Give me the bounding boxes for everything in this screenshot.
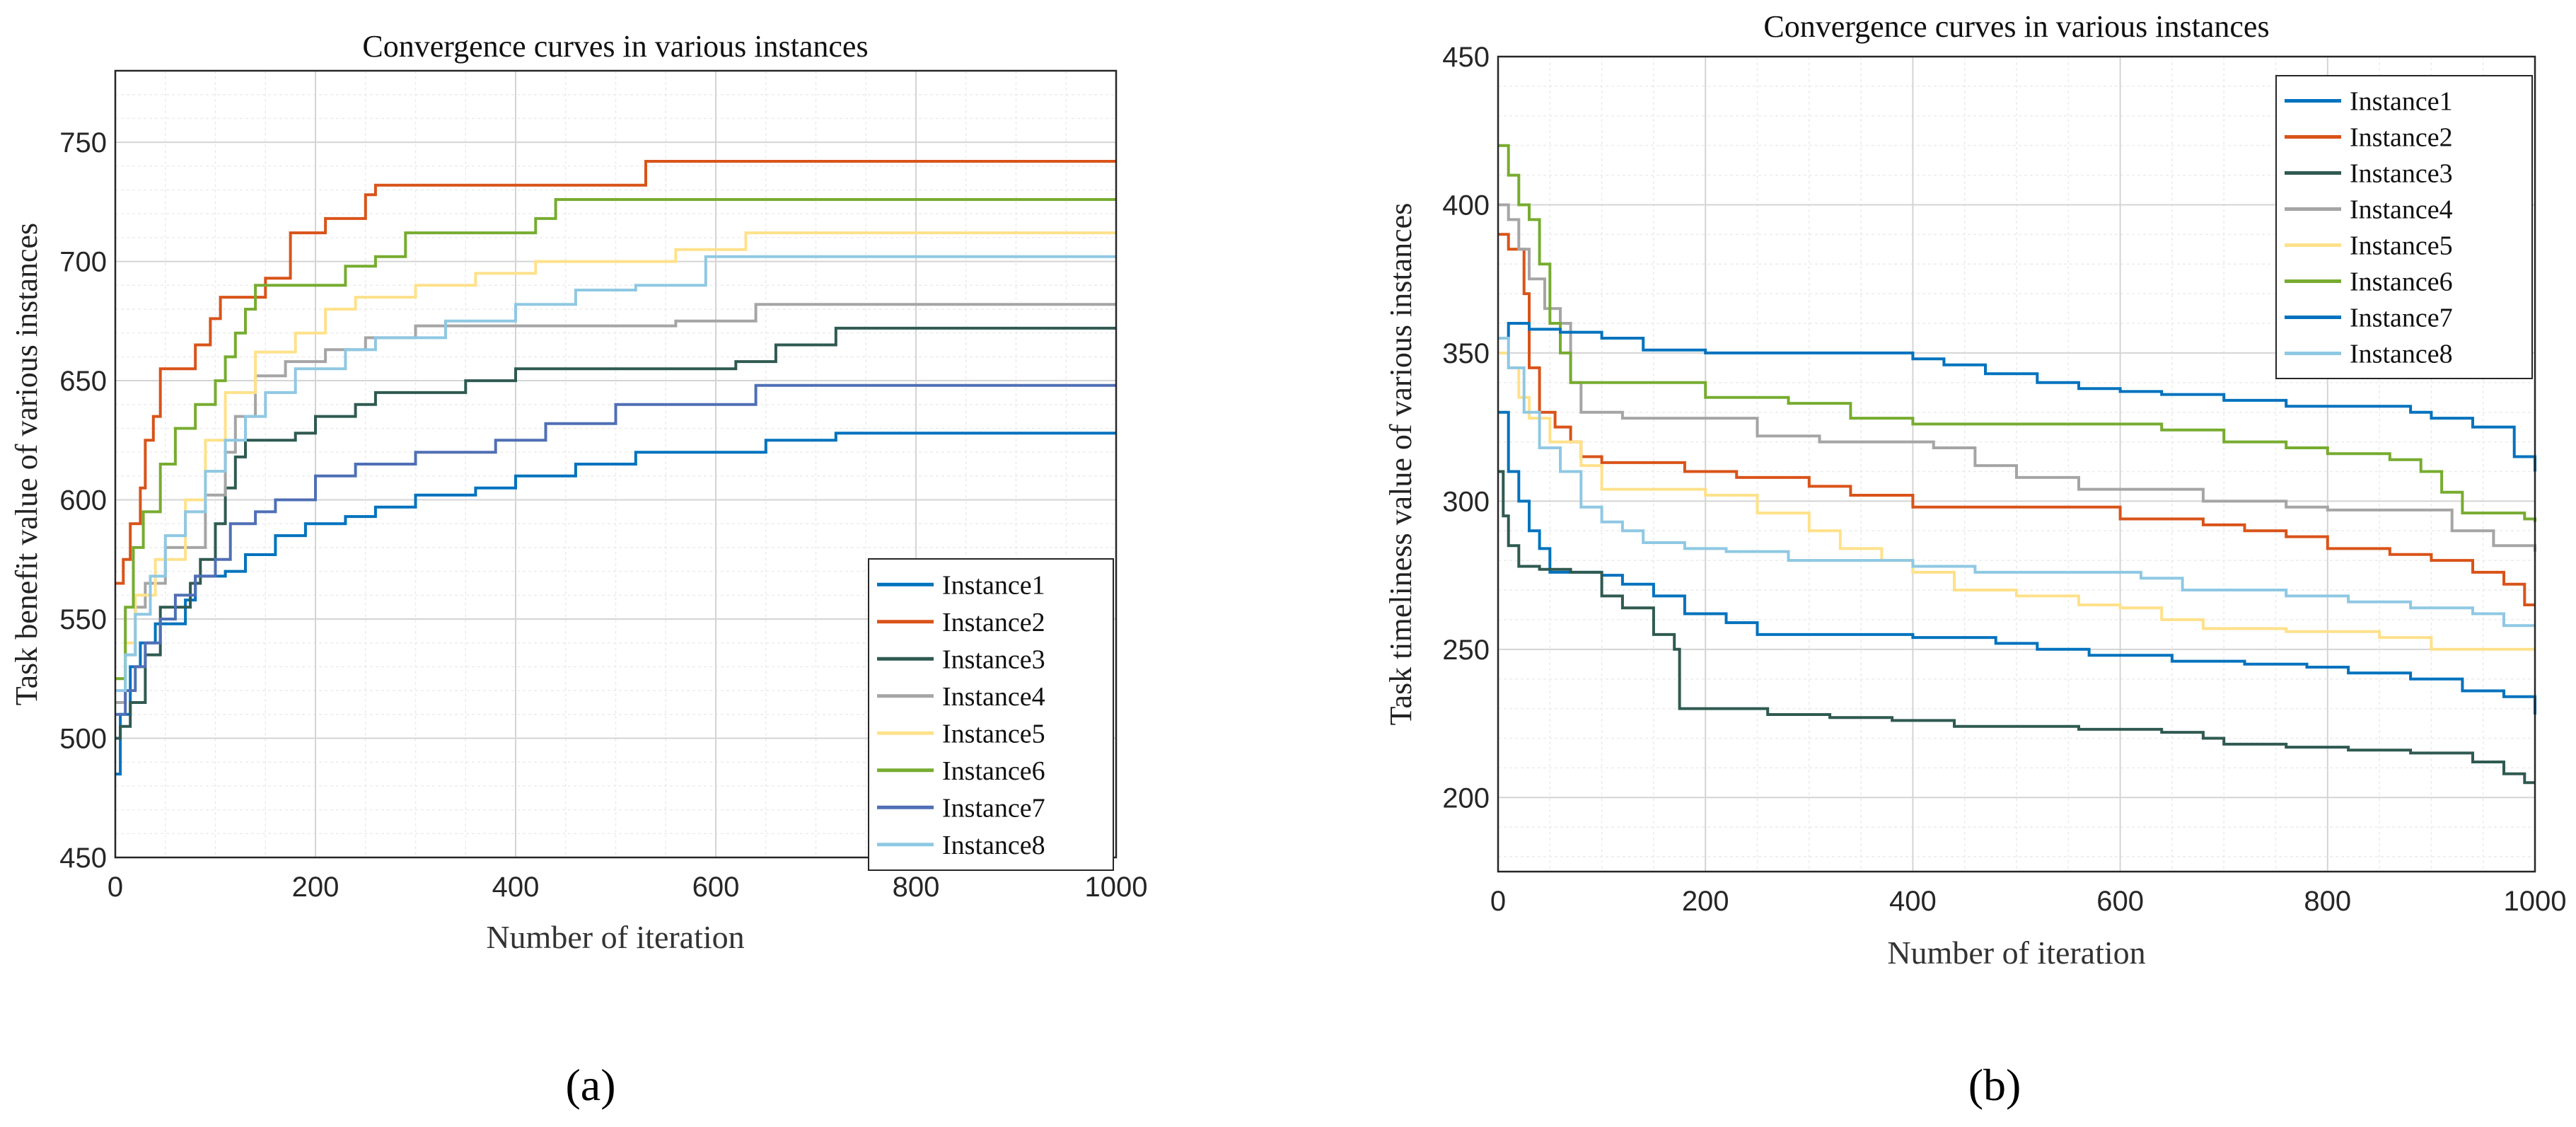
series-lines-a bbox=[115, 160, 1116, 776]
ylabel-a: Task benefit value of various instances bbox=[9, 223, 44, 705]
series-line-instance3 bbox=[1498, 470, 2535, 785]
y-tick-label: 450 bbox=[59, 843, 107, 874]
y-tick-label: 200 bbox=[1442, 782, 1490, 814]
x-tick-label: 600 bbox=[692, 872, 740, 903]
legend-box bbox=[2275, 75, 2533, 379]
y-tick-label: 500 bbox=[59, 724, 107, 755]
panel-label-b: (b) bbox=[1968, 1060, 2021, 1110]
x-tick-label: 1000 bbox=[2504, 886, 2567, 917]
ylabel-b: Task timeliness value of various instanc… bbox=[1383, 203, 1418, 726]
y-tick-label: 450 bbox=[1442, 42, 1490, 73]
x-tick-label: 1000 bbox=[1085, 872, 1148, 903]
legend-label: Instance1 bbox=[2350, 87, 2453, 117]
x-tick-label: 200 bbox=[292, 872, 340, 903]
tick-labels-a: 0 200 400 600 800 1000 450 500 550 600 650 700 750 bbox=[59, 127, 1147, 903]
legend-label: Instance4 bbox=[2350, 195, 2453, 225]
y-tick-label: 650 bbox=[59, 366, 107, 397]
series-line-instance2 bbox=[115, 160, 1116, 585]
series-lines-b bbox=[1498, 144, 2536, 785]
legend-label: Instance5 bbox=[2350, 231, 2453, 261]
chart-panel-b: 0 200 400 600 800 1000 200 250 300 350 400 450 Conv… bbox=[1383, 9, 2566, 1110]
xlabel-a: Number of iteration bbox=[486, 919, 744, 955]
legend-a: Instance1 Instance2 Instance3 Instance4 Inst… bbox=[868, 558, 1114, 871]
y-tick-label: 750 bbox=[59, 127, 107, 158]
series-line-instance4 bbox=[115, 303, 1116, 704]
title-a: Convergence curves in various instances bbox=[362, 29, 868, 64]
legend-box bbox=[868, 558, 1114, 871]
series-line-instance8 bbox=[1498, 337, 2535, 628]
y-tick-label: 700 bbox=[59, 247, 107, 278]
plot-frame-a bbox=[114, 69, 1118, 859]
x-tick-label: 400 bbox=[1889, 886, 1937, 917]
y-tick-label: 250 bbox=[1442, 635, 1490, 666]
legend-label: Instance8 bbox=[2350, 340, 2453, 369]
series-line-instance2 bbox=[1498, 233, 2535, 606]
x-tick-label: 0 bbox=[1490, 886, 1506, 917]
panel-label-a: (a) bbox=[565, 1060, 615, 1110]
legend-label: Instance2 bbox=[942, 608, 1045, 637]
y-tick-label: 350 bbox=[1442, 338, 1490, 369]
series-line-instance7 bbox=[1498, 322, 2536, 472]
legend-label: Instance7 bbox=[942, 793, 1045, 823]
x-tick-label: 200 bbox=[1682, 886, 1729, 917]
legend-b: Instance1 Instance2 Instance3 Instance4 Inst… bbox=[2275, 75, 2533, 379]
y-tick-label: 600 bbox=[59, 485, 107, 516]
legend-label: Instance6 bbox=[2350, 267, 2453, 297]
legend-label: Instance3 bbox=[942, 645, 1045, 674]
series-line-instance4 bbox=[1498, 203, 2536, 552]
x-tick-label: 0 bbox=[108, 872, 123, 903]
chart-panel-a: 0 200 400 600 800 1000 450 500 550 600 650 700 750 C… bbox=[9, 29, 1147, 1110]
legend-label: Instance2 bbox=[2350, 123, 2453, 153]
series-line-instance1 bbox=[1498, 410, 2536, 715]
series-line-instance8 bbox=[115, 255, 1116, 693]
series-line-instance3 bbox=[115, 326, 1116, 740]
y-tick-label: 400 bbox=[1442, 190, 1490, 221]
xlabel-b: Number of iteration bbox=[1887, 935, 2145, 971]
legend-label: Instance5 bbox=[942, 719, 1045, 749]
x-tick-label: 800 bbox=[893, 872, 940, 903]
legend-label: Instance8 bbox=[942, 831, 1045, 860]
x-tick-label: 600 bbox=[2096, 886, 2144, 917]
tick-labels-b: 0 200 400 600 800 1000 200 250 300 350 400 450 bbox=[1442, 42, 2566, 917]
x-tick-label: 800 bbox=[2304, 886, 2351, 917]
y-tick-label: 550 bbox=[59, 604, 107, 635]
legend-label: Instance4 bbox=[942, 682, 1045, 712]
series-line-instance5 bbox=[115, 231, 1116, 681]
legend-label: Instance6 bbox=[942, 756, 1045, 786]
legend-label: Instance3 bbox=[2350, 159, 2453, 189]
series-line-instance6 bbox=[115, 198, 1116, 681]
title-b: Convergence curves in various instances bbox=[1763, 9, 2269, 44]
series-line-instance6 bbox=[1498, 144, 2536, 522]
y-tick-label: 300 bbox=[1442, 486, 1490, 517]
x-tick-label: 400 bbox=[492, 872, 540, 903]
series-line-instance7 bbox=[115, 383, 1116, 716]
legend-label: Instance7 bbox=[2350, 304, 2453, 333]
legend-label: Instance1 bbox=[942, 570, 1045, 600]
plot-frame-b bbox=[1497, 55, 2536, 873]
